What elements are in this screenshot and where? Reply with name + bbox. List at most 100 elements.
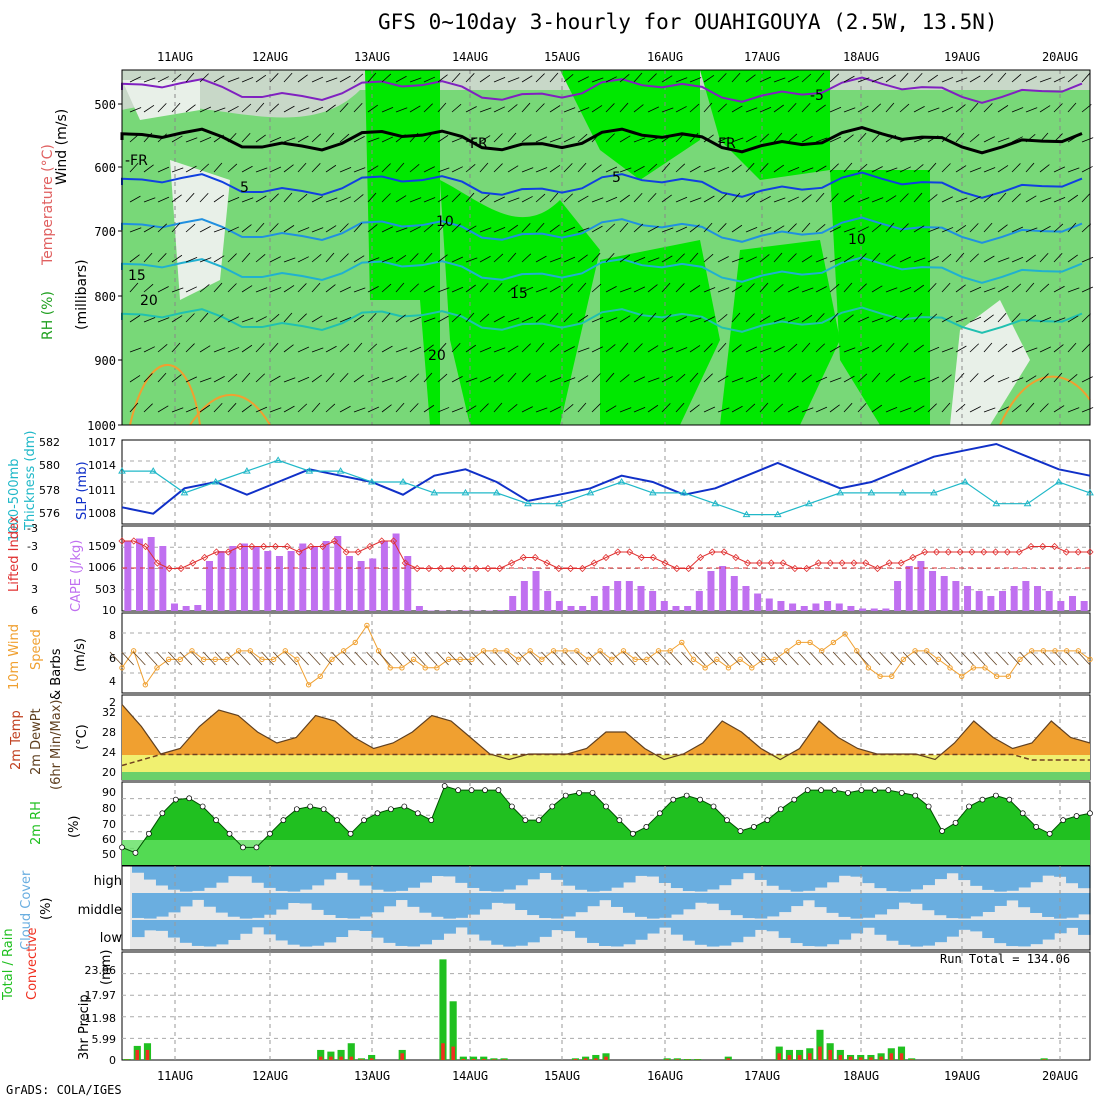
wind-barb [227, 347, 240, 353]
wind-barb [941, 282, 951, 293]
thickness-marker [274, 456, 283, 463]
wind10-barb [937, 651, 951, 666]
wind10-barb [168, 651, 181, 666]
precip-convective-title: Convective [25, 927, 40, 1000]
wind-speed-line [121, 624, 1091, 686]
wind-barb [1025, 107, 1038, 113]
wind-barb [661, 75, 673, 83]
cloud-bar-high [946, 866, 959, 874]
wind-barb [1039, 225, 1051, 233]
precip-conv-bar [899, 1053, 904, 1060]
rh2m-marker [804, 787, 811, 793]
precip-total-bar [368, 1054, 376, 1060]
wind-barb [703, 74, 715, 83]
cape-bar [135, 538, 143, 611]
lifted-index-marker [732, 553, 740, 562]
wind10-barb [996, 651, 1009, 666]
wind-barb [1025, 195, 1037, 203]
wind-barb [339, 405, 351, 413]
wind-barb [521, 286, 534, 293]
cape-bar [765, 598, 773, 611]
wind-barb [1025, 76, 1037, 83]
cloud-bar-low [946, 920, 959, 937]
wind-barb [353, 374, 364, 383]
wind-barb [535, 222, 545, 233]
wind-barb [731, 377, 744, 383]
cape-bar [357, 561, 365, 611]
wind-barb [661, 314, 672, 323]
contour-label: 20 [140, 293, 158, 309]
wind-speed-marker [165, 656, 172, 663]
cape-bar [789, 603, 797, 611]
wind-barb [255, 343, 265, 353]
wind-barb [353, 342, 363, 353]
wind-barb [815, 165, 827, 173]
wind-barb [255, 287, 268, 293]
wind-barb [913, 312, 923, 323]
wind-barb [479, 346, 492, 353]
cape-bar [555, 601, 563, 611]
lifted-index-marker [248, 542, 256, 551]
wind-barb [227, 283, 237, 293]
wind-barb [437, 254, 448, 263]
wind-speed-marker [784, 648, 790, 654]
rh2m-marker [643, 824, 650, 830]
precip-conv-bar [471, 1058, 476, 1060]
wind-barb [507, 165, 519, 173]
cloud-bar-middle [419, 893, 432, 913]
wind-barb [367, 376, 380, 383]
rh2m-marker [428, 817, 435, 823]
wind-barb [857, 77, 870, 83]
wind-barb [143, 346, 155, 353]
wind-speed-marker [597, 648, 603, 654]
precip-tick: 0 [109, 1054, 116, 1067]
wind10-barb [622, 651, 636, 666]
wind-barb [969, 373, 979, 383]
wind-barb [787, 372, 797, 383]
wind-speed-marker [445, 656, 452, 663]
wind-barb [241, 252, 251, 263]
wind-barb [969, 286, 982, 293]
cloud-bar-low [1042, 920, 1055, 940]
cloud-bar-middle [395, 893, 409, 901]
cloud-bar-middle [766, 893, 780, 917]
wind10-barb [821, 651, 834, 666]
cloud-bar-low [682, 920, 696, 941]
cloud-bar-middle [515, 893, 528, 911]
wind10-barb [307, 651, 321, 666]
thickness-marker [180, 488, 189, 496]
cloud-bar-low [215, 920, 229, 945]
wind-barb [619, 407, 632, 413]
cloud-bar-low [886, 920, 900, 941]
wind-speed-marker [119, 665, 125, 671]
cloud-bar-low [239, 920, 253, 934]
temp-contour-15 [121, 256, 1083, 284]
wind10-barb [797, 651, 811, 666]
cloud-bar-high [287, 866, 301, 892]
wind-barb [1081, 137, 1094, 143]
wind-barb [283, 257, 296, 263]
slp-axis-label: SLP (mb) [75, 461, 90, 520]
wind-barb [661, 134, 673, 143]
wind-barb [213, 255, 225, 263]
wind-barb [913, 72, 923, 83]
wind-barb [563, 136, 575, 143]
rh2m-marker [737, 828, 744, 834]
wind-barb [661, 162, 671, 173]
precip-conv-bar [848, 1056, 853, 1060]
wind-barb [983, 287, 996, 293]
wind-barb [913, 377, 926, 383]
cloud-bar-middle [527, 893, 540, 916]
wind-barb [703, 343, 713, 353]
precip-total-bar [449, 1001, 457, 1060]
precip-tick: 23.96 [85, 964, 117, 977]
wind-barb [227, 77, 240, 83]
wind-barb [269, 193, 279, 203]
rh2m-marker [172, 796, 179, 803]
wind-barb [521, 75, 533, 83]
wind-barb [759, 76, 772, 83]
wind-barb [367, 286, 379, 293]
wind-barb [1025, 162, 1035, 173]
wind-barb [1011, 404, 1022, 413]
wind10-barb [704, 651, 718, 666]
